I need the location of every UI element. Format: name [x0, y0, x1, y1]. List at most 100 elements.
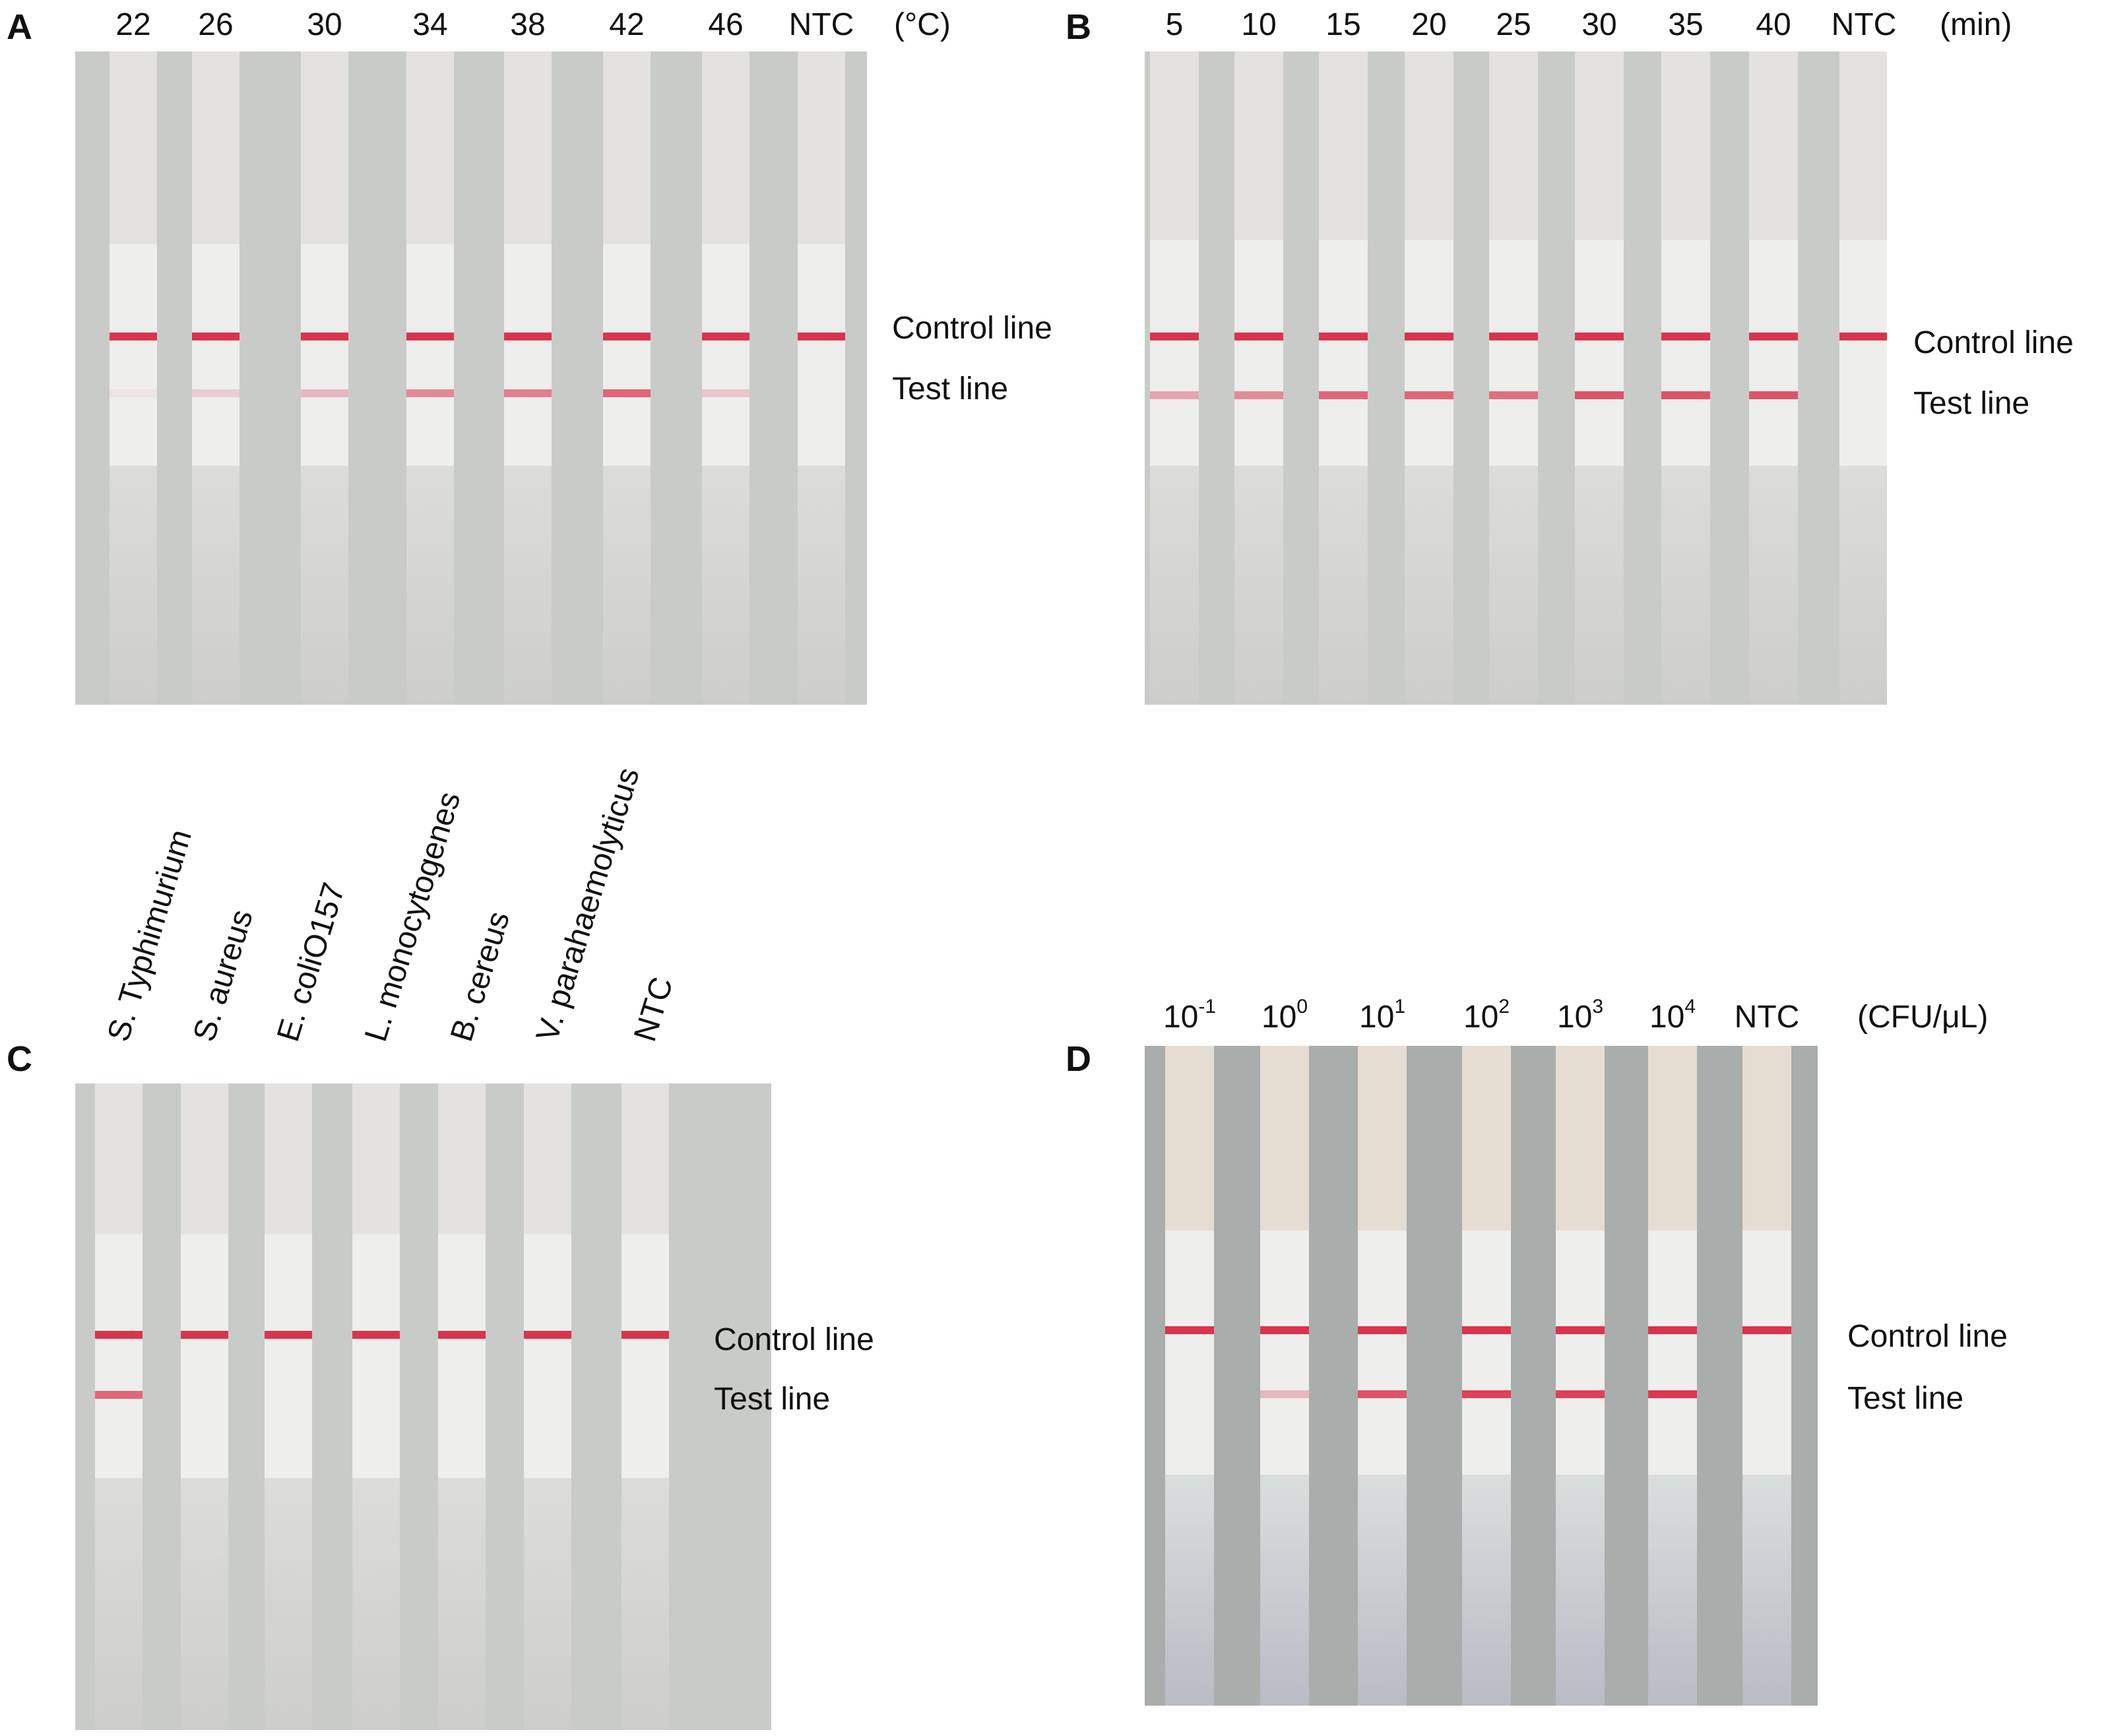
nitrocellulose-membrane: [1165, 1231, 1214, 1475]
test-band: [1575, 391, 1624, 399]
lane-label: 101: [1359, 997, 1405, 1033]
sample-pad: [798, 51, 845, 244]
strip-photo: [75, 51, 867, 705]
lane-label: 104: [1649, 997, 1696, 1035]
lane-label-base: 10: [1556, 1000, 1593, 1035]
axis-unit-label: (min): [1940, 7, 2012, 42]
lane-label-base: 10: [1649, 1000, 1685, 1035]
control-line-label: Control line: [892, 311, 1052, 346]
test-line-label: Test line: [1913, 386, 2030, 421]
lane-label-exponent: 0: [1296, 996, 1308, 1017]
lane-label: 102: [1463, 997, 1510, 1033]
lane-label: 35: [1668, 7, 1704, 42]
absorbent-pad: [1462, 1475, 1511, 1706]
nitrocellulose-membrane: [1742, 1231, 1791, 1475]
nitrocellulose-membrane: [1648, 1231, 1697, 1475]
test-strip: [352, 1083, 400, 1730]
sample-pad: [110, 51, 157, 244]
control-band: [1489, 333, 1538, 340]
absorbent-pad: [603, 466, 651, 705]
control-line-label: Control line: [1913, 325, 2074, 360]
control-band: [504, 333, 552, 340]
test-band: [1405, 391, 1453, 399]
test-band: [702, 389, 750, 397]
absorbent-pad: [1556, 1475, 1605, 1706]
test-strip: [1165, 1046, 1214, 1706]
sample-pad: [1319, 51, 1368, 240]
nitrocellulose-membrane: [1839, 240, 1887, 466]
nitrocellulose-membrane: [1749, 240, 1798, 466]
test-band: [1319, 391, 1368, 399]
absorbent-pad: [1742, 1475, 1791, 1706]
test-strip: [798, 51, 845, 705]
test-band: [1358, 1390, 1407, 1398]
absorbent-pad: [798, 466, 845, 705]
absorbent-pad: [1358, 1475, 1407, 1706]
nitrocellulose-membrane: [1489, 240, 1538, 466]
test-band: [110, 389, 157, 397]
lane-label: 46: [708, 7, 744, 42]
sample-pad: [1742, 1046, 1791, 1231]
nitrocellulose-membrane: [1405, 240, 1453, 466]
lane-label-base: 10: [1261, 1000, 1297, 1035]
axis-unit-label: (°C): [894, 7, 951, 42]
absorbent-pad: [406, 466, 454, 705]
absorbent-pad: [1165, 1475, 1214, 1706]
test-band: [1234, 391, 1283, 399]
nitrocellulose-membrane: [192, 244, 240, 466]
lane-label-exponent: 1: [1394, 996, 1406, 1017]
sample-pad: [95, 1083, 143, 1234]
lane-label: 10: [1241, 7, 1277, 42]
test-band: [1648, 1390, 1697, 1398]
sample-pad: [192, 51, 240, 244]
sample-pad: [1260, 1046, 1309, 1231]
absorbent-pad: [1749, 466, 1798, 705]
test-strip: [1749, 51, 1798, 705]
test-strip: [1150, 51, 1199, 705]
panel-d-letter: D: [1066, 1039, 1091, 1079]
lane-label: 26: [198, 7, 234, 42]
lane-label: 30: [307, 7, 342, 42]
control-band: [603, 333, 651, 340]
test-strip: [1260, 1046, 1309, 1706]
test-strip: [1405, 51, 1453, 705]
control-band: [1165, 1326, 1214, 1334]
nitrocellulose-membrane: [1358, 1231, 1407, 1475]
sample-pad: [1150, 51, 1199, 240]
sample-pad: [1839, 51, 1887, 240]
lane-label: E. coliO157: [271, 878, 352, 1046]
control-band: [192, 333, 240, 340]
nitrocellulose-membrane: [798, 244, 845, 466]
sample-pad: [1462, 1046, 1511, 1231]
lane-label: 22: [115, 7, 151, 42]
strip-photo: [1145, 1046, 1818, 1706]
test-band: [1489, 391, 1538, 399]
sample-pad: [1648, 1046, 1697, 1231]
nitrocellulose-membrane: [504, 244, 552, 466]
control-band: [622, 1331, 669, 1339]
absorbent-pad: [1319, 466, 1368, 705]
absorbent-pad: [438, 1478, 486, 1730]
nitrocellulose-membrane: [265, 1234, 312, 1478]
test-strip: [1648, 1046, 1697, 1706]
lane-label: 5: [1165, 7, 1184, 42]
lane-label-exponent: -1: [1198, 996, 1217, 1017]
sample-pad: [265, 1083, 312, 1234]
control-band: [1742, 1326, 1791, 1334]
control-band: [1575, 333, 1624, 340]
test-strip: [1319, 51, 1368, 705]
lane-label: V. parahaemolyticus: [530, 763, 647, 1046]
sample-pad: [1165, 1046, 1214, 1231]
panel-c-letter: C: [7, 1039, 32, 1079]
nitrocellulose-membrane: [1556, 1231, 1605, 1475]
test-band: [504, 389, 552, 397]
test-band: [1556, 1390, 1605, 1398]
lane-label: 38: [510, 7, 546, 42]
absorbent-pad: [622, 1478, 669, 1730]
test-strip: [181, 1083, 228, 1730]
test-strip: [265, 1083, 312, 1730]
control-band: [1749, 333, 1798, 340]
sample-pad: [1661, 51, 1710, 240]
control-band: [1661, 333, 1710, 340]
test-strip: [1556, 1046, 1605, 1706]
